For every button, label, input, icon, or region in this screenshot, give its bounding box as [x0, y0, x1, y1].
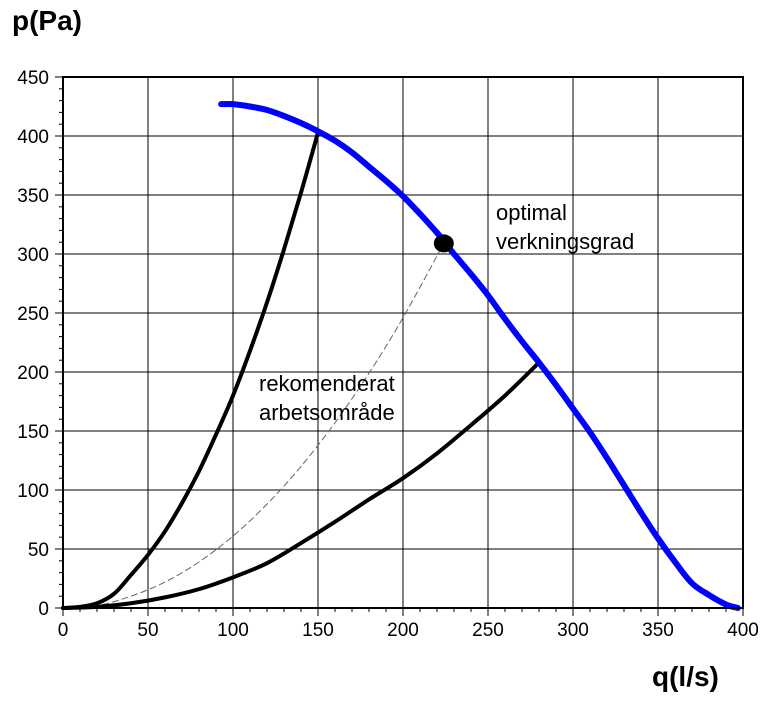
series-fan-curve-line: [218, 100, 741, 611]
y-tick-label: 350: [17, 186, 49, 207]
x-tick-labels: 0 50 100 150 200 250 300 350 400: [58, 620, 759, 641]
x-tick-label: 400: [727, 620, 759, 641]
y-tick-label: 300: [17, 245, 49, 266]
annotation-range-line2: arbetsområde: [259, 400, 395, 425]
x-tick-label: 50: [137, 620, 158, 641]
y-tick-label: 250: [17, 304, 49, 325]
series-system-curve-lower-limit-line: [61, 360, 541, 610]
x-tick-label: 0: [58, 620, 69, 641]
y-tick-label: 400: [17, 127, 49, 148]
y-tick-label: 0: [38, 599, 49, 620]
x-tick-label: 200: [387, 620, 419, 641]
points-layer: [433, 234, 454, 253]
y-tick-label: 150: [17, 422, 49, 443]
x-tick-label: 250: [472, 620, 504, 641]
series-system-curve-upper-limit-line: [61, 130, 320, 610]
y-tick-label: 200: [17, 363, 49, 384]
x-tick-label: 150: [302, 620, 334, 641]
y-tick-labels: 0 50 100 150 200 250 300 350 400 450: [17, 68, 49, 620]
y-axis-title: p(Pa): [12, 5, 82, 36]
series-layer: [61, 100, 741, 611]
y-tick-label: 100: [17, 481, 49, 502]
annotation-range-line1: rekomenderat: [259, 371, 395, 396]
x-tick-label: 100: [217, 620, 249, 641]
x-axis-title: q(l/s): [652, 661, 719, 692]
y-tick-label: 450: [17, 68, 49, 89]
y-tick-label: 50: [28, 540, 49, 561]
annotation-optimal-line2: verkningsgrad: [496, 229, 634, 254]
x-tick-label: 350: [642, 620, 674, 641]
x-tick-label: 300: [557, 620, 589, 641]
plot-frame: [62, 76, 744, 609]
series-system-curve-optimal-line: [62, 242, 445, 609]
optimal-point-marker: [433, 234, 454, 253]
annotation-optimal-line1: optimal: [496, 200, 567, 225]
minor-ticks: [55, 76, 744, 616]
